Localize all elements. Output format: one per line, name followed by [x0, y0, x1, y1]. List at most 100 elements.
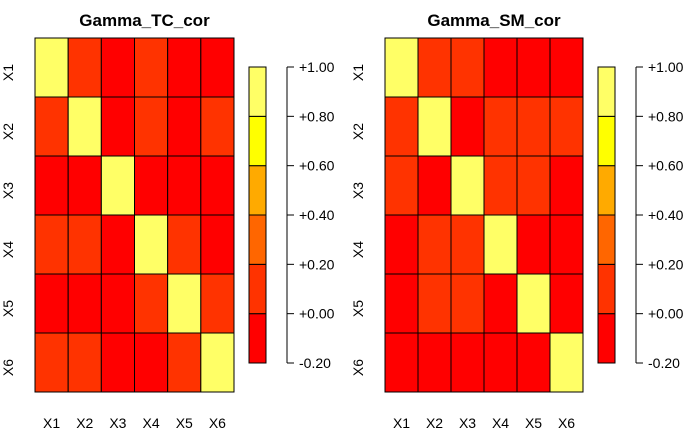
heatmap-cell-X5-X2	[67, 273, 102, 334]
chart-title: Gamma_SM_cor	[427, 11, 561, 30]
legend-tick-label: -0.20	[648, 355, 680, 371]
y-tick-label: X6	[0, 359, 16, 376]
heatmap-cell-X2-X5	[167, 96, 202, 157]
y-tick-label: X6	[350, 359, 366, 376]
y-tick-label: X1	[0, 64, 16, 81]
heatmap-cell-X4-X3	[100, 214, 136, 275]
y-tick-label: X1	[350, 64, 366, 81]
heatmap-cell-X5-X6	[549, 273, 584, 334]
x-tick-label: X1	[393, 415, 410, 431]
heatmap-cell-X1-X3	[100, 37, 136, 98]
legend-swatch	[248, 263, 267, 315]
heatmap-cell-X2-X2	[67, 96, 102, 157]
x-tick-label: X4	[143, 415, 160, 431]
heatmap-cell-X6-X1	[34, 332, 69, 393]
heatmap-cell-X6-X5	[167, 332, 202, 393]
heatmap-cell-X1-X4	[483, 37, 518, 98]
heatmap-cell-X2-X1	[384, 96, 419, 157]
y-tick-label: X4	[0, 241, 16, 258]
y-tick-label: X4	[350, 241, 366, 258]
heatmap-cell-X5-X5	[516, 273, 551, 334]
legend-tick-label: +0.20	[299, 256, 335, 272]
heatmap-cell-X3-X4	[483, 155, 518, 216]
legend-swatch	[597, 66, 616, 117]
heatmap-cell-X2-X5	[516, 96, 551, 157]
x-tick-label: X5	[176, 415, 193, 431]
heatmap-cell-X6-X3	[100, 332, 136, 393]
heatmap-cell-X6-X5	[516, 332, 551, 393]
legend-tick-label: +0.40	[648, 207, 684, 223]
legend-swatch	[248, 214, 267, 265]
heatmap-cell-X3-X2	[67, 155, 102, 216]
legend-swatch	[597, 214, 616, 265]
x-tick-label: X2	[76, 415, 93, 431]
legend-tick-label: +1.00	[648, 59, 684, 75]
heatmap-cell-X5-X4	[134, 273, 169, 334]
heatmap-cell-X4-X3	[450, 214, 485, 275]
heatmap-cell-X4-X4	[483, 214, 518, 275]
heatmap-cell-X2-X3	[100, 96, 136, 157]
legend-tick-label: -0.20	[299, 355, 331, 371]
heatmap-cell-X3-X1	[34, 155, 69, 216]
heatmap-cell-X6-X1	[384, 332, 419, 393]
legend-swatch	[248, 165, 267, 216]
heatmap-cell-X5-X1	[384, 273, 419, 334]
heatmap-cell-X2-X2	[417, 96, 452, 157]
x-tick-label: X6	[209, 415, 226, 431]
heatmap-cell-X5-X1	[34, 273, 69, 334]
x-tick-label: X3	[459, 415, 476, 431]
heatmap-cell-X3-X5	[516, 155, 551, 216]
x-tick-label: X2	[426, 415, 443, 431]
heatmap-cell-X2-X6	[549, 96, 584, 157]
heatmap-cell-X1-X4	[134, 37, 169, 98]
heatmap-cell-X3-X3	[450, 155, 485, 216]
heatmap-cell-X3-X6	[549, 155, 584, 216]
legend-tick-label: +0.80	[299, 108, 335, 124]
heatmap-cell-X1-X6	[200, 37, 235, 98]
heatmap-cell-X6-X2	[67, 332, 102, 393]
legend-swatch	[597, 263, 616, 315]
heatmap-cell-X3-X6	[200, 155, 235, 216]
heatmap-cell-X5-X4	[483, 273, 518, 334]
y-tick-label: X5	[0, 300, 16, 317]
heatmap-cell-X6-X3	[450, 332, 485, 393]
legend-swatch	[597, 165, 616, 216]
x-tick-label: X6	[558, 415, 575, 431]
heatmap-cell-X6-X6	[200, 332, 235, 393]
x-tick-label: X1	[43, 415, 60, 431]
heatmap-cell-X4-X4	[134, 214, 169, 275]
heatmap-cell-X2-X1	[34, 96, 69, 157]
heatmap-cell-X4-X5	[516, 214, 551, 275]
heatmap-cell-X4-X1	[384, 214, 419, 275]
x-tick-label: X5	[525, 415, 542, 431]
y-tick-label: X3	[350, 182, 366, 199]
heatmap-cell-X2-X4	[134, 96, 169, 157]
legend-tick-label: +0.40	[299, 207, 335, 223]
legend-tick-label: +0.00	[299, 306, 335, 322]
heatmap-cell-X3-X5	[167, 155, 202, 216]
legend-swatch	[597, 313, 616, 364]
x-tick-label: X4	[492, 415, 509, 431]
y-tick-label: X3	[0, 182, 16, 199]
heatmap-cell-X3-X2	[417, 155, 452, 216]
heatmap-cell-X6-X4	[483, 332, 518, 393]
legend-swatch	[248, 66, 267, 117]
heatmap-cell-X1-X5	[167, 37, 202, 98]
heatmap-cell-X5-X3	[450, 273, 485, 334]
heatmap-cell-X4-X6	[200, 214, 235, 275]
heatmap-cell-X4-X2	[67, 214, 102, 275]
heatmap-cell-X1-X6	[549, 37, 584, 98]
legend-swatch	[248, 115, 267, 167]
legend-tick-label: +0.00	[648, 306, 684, 322]
heatmap-cell-X3-X3	[100, 155, 136, 216]
heatmap-cell-X1-X5	[516, 37, 551, 98]
heatmap-cell-X4-X1	[34, 214, 69, 275]
heatmap-cell-X4-X6	[549, 214, 584, 275]
heatmap-cell-X1-X3	[450, 37, 485, 98]
heatmap-cell-X5-X3	[100, 273, 136, 334]
heatmap-cell-X1-X1	[384, 37, 419, 98]
y-tick-label: X2	[350, 123, 366, 140]
heatmap-cell-X5-X2	[417, 273, 452, 334]
